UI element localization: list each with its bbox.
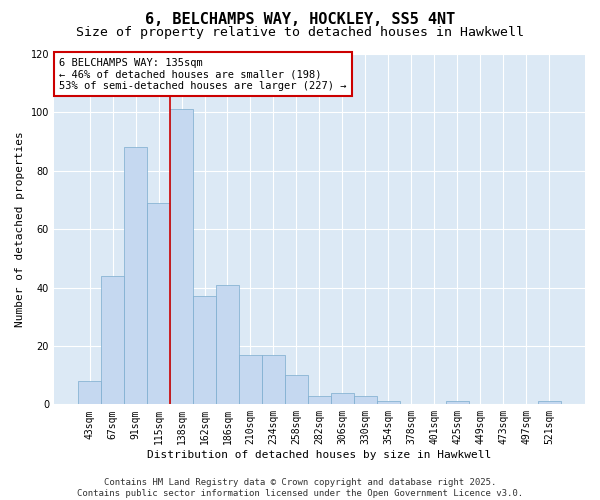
Bar (78, 381, 101, 404)
Bar (331, 392, 354, 404)
Bar (308, 396, 331, 404)
Text: Contains HM Land Registry data © Crown copyright and database right 2025.
Contai: Contains HM Land Registry data © Crown c… (77, 478, 523, 498)
Text: 6 BELCHAMPS WAY: 135sqm
← 46% of detached houses are smaller (198)
53% of semi-d: 6 BELCHAMPS WAY: 135sqm ← 46% of detache… (59, 58, 347, 90)
Y-axis label: Number of detached properties: Number of detached properties (15, 132, 25, 327)
Bar (239, 354, 262, 405)
Bar (101, 276, 124, 404)
X-axis label: Distribution of detached houses by size in Hawkwell: Distribution of detached houses by size … (148, 450, 491, 460)
Bar (377, 402, 400, 404)
Text: 6, BELCHAMPS WAY, HOCKLEY, SS5 4NT: 6, BELCHAMPS WAY, HOCKLEY, SS5 4NT (145, 12, 455, 28)
Text: Size of property relative to detached houses in Hawkwell: Size of property relative to detached ho… (76, 26, 524, 39)
Bar (446, 402, 469, 404)
Bar (354, 396, 377, 404)
Bar (124, 148, 147, 404)
Bar (193, 296, 216, 405)
Bar (538, 402, 561, 404)
Bar (262, 354, 285, 405)
Bar (285, 375, 308, 404)
Bar (147, 203, 170, 404)
Bar (170, 110, 193, 405)
Bar (216, 284, 239, 405)
